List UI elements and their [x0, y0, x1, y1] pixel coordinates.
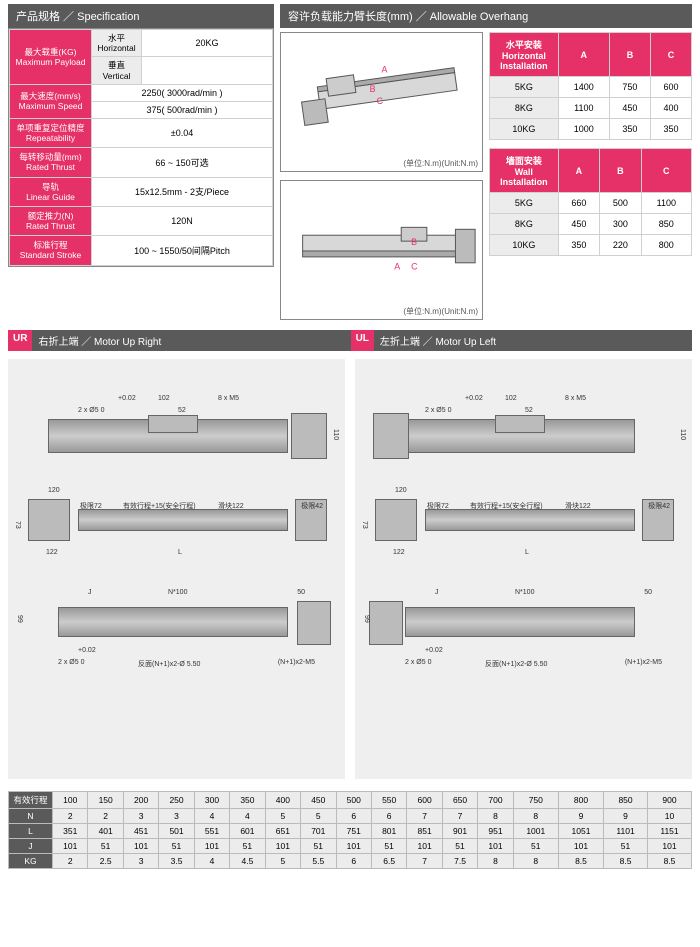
drawing-ur: +0.02 102 8 x M5 2 x Ø5 0 52 110 120 极限7…	[8, 359, 345, 779]
speed-v1: 2250( 3000rad/min )	[92, 84, 273, 101]
repeat-label: 单项重复定位精度 Repeatability	[10, 118, 92, 147]
bottom-table: 有效行程100150200250300350400450500550600650…	[8, 791, 692, 869]
unit-2: (单位:N.m)(Unit:N.m)	[403, 306, 478, 317]
unit-1: (单位:N.m)(Unit:N.m)	[403, 158, 478, 169]
stroke-val: 100 ~ 1550/50间隔Pitch	[92, 236, 273, 265]
svg-text:A: A	[394, 262, 400, 272]
spec-header: 产品规格 ／ Specification	[8, 4, 274, 28]
thrust-val: 66 ~ 150可选	[92, 148, 273, 177]
overhang-header: 容许负载能力臂长度(mm) ／ Allowable Overhang	[280, 4, 692, 28]
overhang-diagram-2: A C B (单位:N.m)(Unit:N.m)	[280, 180, 483, 320]
stroke-label: 标准行程 Standard Stroke	[10, 236, 92, 265]
spec-table: 最大载重(KG) Maximum Payload 水平 Horizontal 2…	[9, 29, 273, 266]
svg-text:C: C	[377, 96, 384, 106]
repeat-val: ±0.04	[92, 118, 273, 147]
ul-tag: UL	[351, 330, 374, 351]
svg-text:B: B	[370, 84, 376, 94]
payload-v-val	[142, 57, 273, 84]
ur-label: 右折上端 ／ Motor Up Right	[32, 330, 350, 351]
guide-val: 15x12.5mm - 2支/Piece	[92, 177, 273, 206]
speed-v2: 375( 500rad/min )	[92, 101, 273, 118]
ur-tag: UR	[8, 330, 32, 351]
overhang-diagram-1: A B C (单位:N.m)(Unit:N.m)	[280, 32, 483, 172]
thrust-label: 每转移动量(mm) Rated Thrust	[10, 148, 92, 177]
svg-text:B: B	[411, 237, 417, 247]
ul-label: 左折上端 ／ Motor Up Left	[374, 330, 692, 351]
drawing-ul: +0.02 102 8 x M5 2 x Ø5 0 52 110 120 极限7…	[355, 359, 692, 779]
rated-val: 120N	[92, 206, 273, 235]
rated-label: 额定推力(N) Rated Thrust	[10, 206, 92, 235]
payload-label: 最大载重(KG) Maximum Payload	[10, 30, 92, 85]
svg-text:A: A	[382, 64, 388, 74]
speed-label: 最大速度(mm/s) Maximum Speed	[10, 84, 92, 118]
payload-v-sub: 垂直 Vertical	[92, 57, 142, 84]
svg-text:C: C	[411, 262, 418, 272]
payload-h-val: 20KG	[142, 30, 273, 57]
payload-h-sub: 水平 Horizontal	[92, 30, 142, 57]
guide-label: 导轨 Linear Guide	[10, 177, 92, 206]
